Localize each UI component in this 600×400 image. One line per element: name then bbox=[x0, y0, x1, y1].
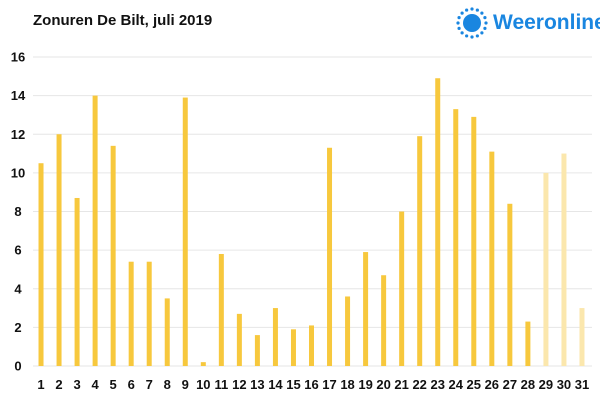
y-tick-label: 8 bbox=[14, 204, 21, 219]
sun-ray bbox=[480, 31, 484, 35]
bars bbox=[38, 78, 585, 367]
bar bbox=[489, 151, 495, 366]
x-axis-ticks: 1 2 3 4 5 6 7 8 9 10 11 12 13 14 15 16 17 18 19 20 21 22 23 24 2… bbox=[37, 377, 589, 392]
x-tick-label: 23 bbox=[430, 377, 444, 392]
x-tick-label: 12 bbox=[232, 377, 246, 392]
brand-name: Weeronline bbox=[493, 11, 600, 34]
sun-ray bbox=[483, 26, 487, 30]
x-tick-label: 16 bbox=[304, 377, 318, 392]
x-tick-label: 26 bbox=[485, 377, 499, 392]
y-tick-label: 12 bbox=[11, 127, 25, 142]
bar bbox=[56, 134, 62, 366]
bar bbox=[381, 275, 387, 366]
x-tick-label: 2 bbox=[55, 377, 62, 392]
bar bbox=[218, 253, 224, 366]
sun-ray bbox=[470, 7, 474, 11]
bar bbox=[182, 97, 188, 366]
x-tick-label: 9 bbox=[182, 377, 189, 392]
bar bbox=[92, 95, 98, 367]
sun-ray bbox=[465, 34, 469, 38]
bar bbox=[435, 78, 441, 367]
sun-ray bbox=[483, 16, 487, 20]
bar bbox=[290, 329, 296, 366]
x-tick-label: 25 bbox=[467, 377, 481, 392]
bar bbox=[543, 172, 549, 367]
sun-ray bbox=[456, 21, 460, 25]
bar bbox=[38, 163, 44, 366]
sun-ray bbox=[470, 35, 474, 39]
x-tick-label: 28 bbox=[521, 377, 535, 392]
y-tick-label: 14 bbox=[11, 88, 26, 103]
bar bbox=[200, 362, 206, 366]
y-tick-label: 0 bbox=[14, 359, 21, 374]
x-tick-label: 27 bbox=[503, 377, 517, 392]
x-tick-label: 3 bbox=[73, 377, 80, 392]
bar bbox=[507, 203, 513, 366]
x-tick-label: 8 bbox=[164, 377, 171, 392]
bar bbox=[345, 296, 351, 366]
x-tick-label: 19 bbox=[358, 377, 372, 392]
bar bbox=[110, 145, 116, 366]
bar bbox=[399, 211, 405, 366]
y-axis-ticks: 0 2 4 6 8 10 12 14 16 bbox=[11, 50, 26, 374]
bar bbox=[254, 335, 260, 366]
x-tick-label: 10 bbox=[196, 377, 210, 392]
x-tick-label: 5 bbox=[110, 377, 117, 392]
sun-ray bbox=[460, 31, 464, 35]
x-tick-label: 4 bbox=[91, 377, 99, 392]
bar bbox=[363, 252, 369, 366]
x-tick-label: 29 bbox=[539, 377, 553, 392]
sun-ray bbox=[475, 8, 479, 12]
bar bbox=[128, 261, 134, 366]
x-tick-label: 22 bbox=[412, 377, 426, 392]
bar bbox=[561, 153, 567, 366]
sun-ray bbox=[457, 26, 461, 30]
x-tick-label: 31 bbox=[575, 377, 589, 392]
bar bbox=[579, 308, 585, 366]
x-tick-label: 14 bbox=[268, 377, 283, 392]
x-tick-label: 24 bbox=[449, 377, 464, 392]
y-tick-label: 6 bbox=[14, 243, 21, 258]
chart-title: Zonuren De Bilt, juli 2019 bbox=[33, 12, 213, 29]
x-tick-label: 6 bbox=[128, 377, 135, 392]
bar bbox=[146, 261, 152, 366]
y-tick-label: 2 bbox=[14, 320, 21, 335]
x-tick-label: 1 bbox=[37, 377, 44, 392]
sun-ray bbox=[475, 34, 479, 38]
bar bbox=[309, 325, 314, 366]
x-tick-label: 17 bbox=[322, 377, 336, 392]
x-tick-label: 13 bbox=[250, 377, 264, 392]
x-tick-label: 20 bbox=[376, 377, 390, 392]
y-tick-label: 10 bbox=[11, 165, 25, 180]
bar bbox=[471, 116, 477, 367]
x-tick-label: 7 bbox=[146, 377, 153, 392]
bar bbox=[417, 136, 423, 366]
sun-logo-icon bbox=[456, 7, 488, 39]
bar bbox=[525, 321, 531, 366]
bar bbox=[164, 298, 170, 366]
bar bbox=[236, 313, 242, 366]
x-tick-label: 15 bbox=[286, 377, 300, 392]
y-tick-label: 4 bbox=[14, 281, 22, 296]
x-tick-label: 21 bbox=[394, 377, 408, 392]
sun-ray bbox=[480, 11, 484, 15]
sun-ray bbox=[457, 16, 461, 20]
sun-ray bbox=[484, 21, 488, 25]
bar bbox=[272, 308, 278, 366]
x-tick-label: 11 bbox=[214, 377, 228, 392]
x-tick-label: 18 bbox=[340, 377, 354, 392]
sun-ray bbox=[460, 11, 464, 15]
x-tick-label: 30 bbox=[557, 377, 571, 392]
bar bbox=[74, 197, 80, 366]
bar bbox=[453, 109, 459, 366]
sun-ray bbox=[465, 8, 469, 12]
bar bbox=[327, 147, 333, 366]
y-tick-label: 16 bbox=[11, 50, 25, 65]
brand-logo[interactable]: Weeronline bbox=[455, 6, 600, 40]
